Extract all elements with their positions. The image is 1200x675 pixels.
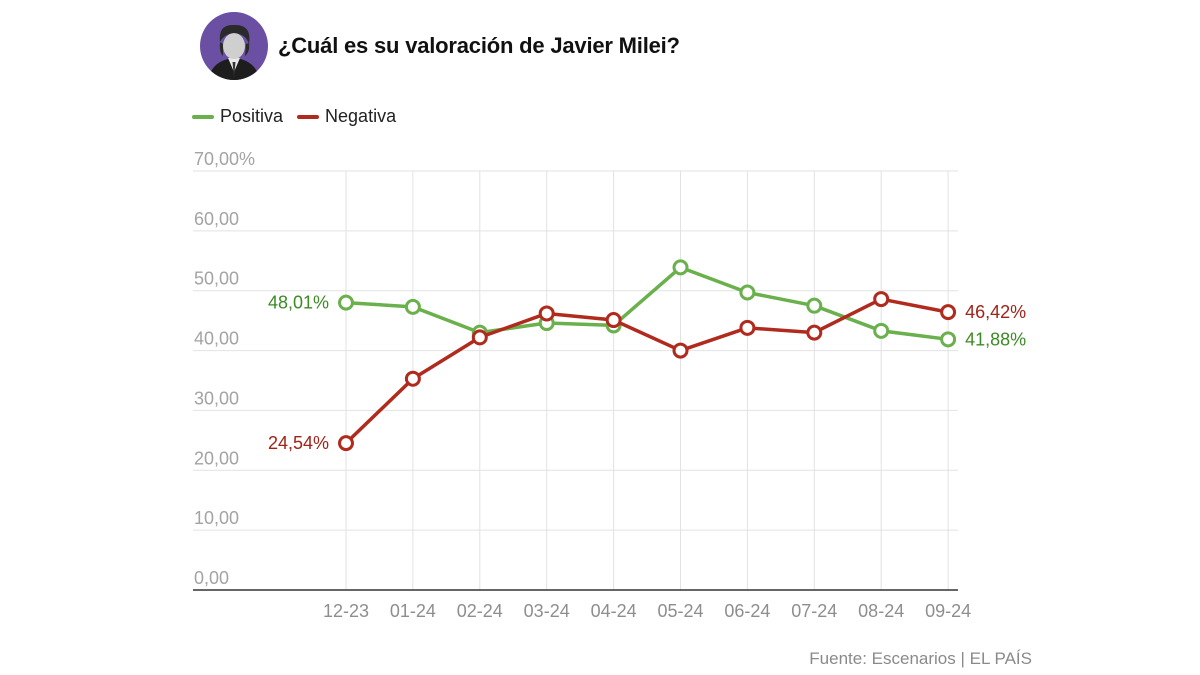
data-point-negativa [739,319,756,336]
x-tick-label: 07-24 [791,601,837,621]
legend-swatch-negativa [297,114,320,119]
data-point-positiva [873,322,890,339]
legend-swatch-positiva [192,114,214,119]
chart-header: ¿Cuál es su valoración de Javier Milei? [200,12,680,80]
y-tick-label: 60,00 [194,209,239,229]
data-point-negativa [873,291,890,308]
data-point-negativa [338,435,354,452]
data-point-negativa [471,329,488,346]
chart-title: ¿Cuál es su valoración de Javier Milei? [278,33,680,58]
x-tick-label: 01-24 [390,601,436,621]
data-point-negativa [404,370,421,387]
x-tick-label: 02-24 [457,601,503,621]
person-portrait-icon [208,24,260,80]
data-point-positiva [338,294,354,311]
chart-legend: Positiva Negativa [192,106,410,127]
end-value-label-positiva: 41,88% [965,329,1026,349]
start-value-label-negativa: 24,54% [268,433,329,453]
y-tick-label: 10,00 [194,508,239,528]
data-point-positiva [739,284,756,301]
x-tick-label: 04-24 [591,601,637,621]
series-negativa: 24,54% 46,42% [268,291,1026,453]
legend-label-negativa: Negativa [325,106,397,126]
x-tick-label: 05-24 [657,601,703,621]
data-point-negativa [605,312,622,329]
x-tick-label: 12-23 [323,601,369,621]
y-tick-label: 50,00 [194,269,239,289]
data-point-positiva [672,259,689,276]
series-line-negativa [344,297,950,445]
legend-label-positiva: Positiva [220,106,284,126]
series-positiva: 48,01% 41,88% [268,259,1026,349]
x-tick-label: 09-24 [925,601,971,621]
y-tick-label: 20,00 [194,448,239,468]
y-tick-label: 40,00 [194,329,239,349]
data-point-negativa [940,304,957,321]
legend-item-positiva: Positiva [192,106,283,127]
x-tick-label: 08-24 [858,601,904,621]
data-point-negativa [672,342,689,359]
x-tick-label: 06-24 [724,601,770,621]
y-tick-label: 70,00% [194,149,255,169]
data-point-negativa [806,324,823,341]
y-tick-label: 30,00 [194,388,239,408]
data-point-negativa [538,305,555,322]
series-line-positiva [344,265,950,342]
source-note: Fuente: Escenarios | EL PAÍS [809,649,1032,668]
data-point-positiva [806,297,823,314]
legend-item-negativa: Negativa [297,106,396,127]
data-point-positiva [404,298,421,315]
start-value-label-positiva: 48,01% [268,293,329,313]
end-value-label-negativa: 46,42% [965,302,1026,322]
x-tick-label: 03-24 [524,601,570,621]
avatar [200,12,268,80]
y-tick-label: 0,00 [194,568,229,588]
data-point-positiva [940,331,957,348]
